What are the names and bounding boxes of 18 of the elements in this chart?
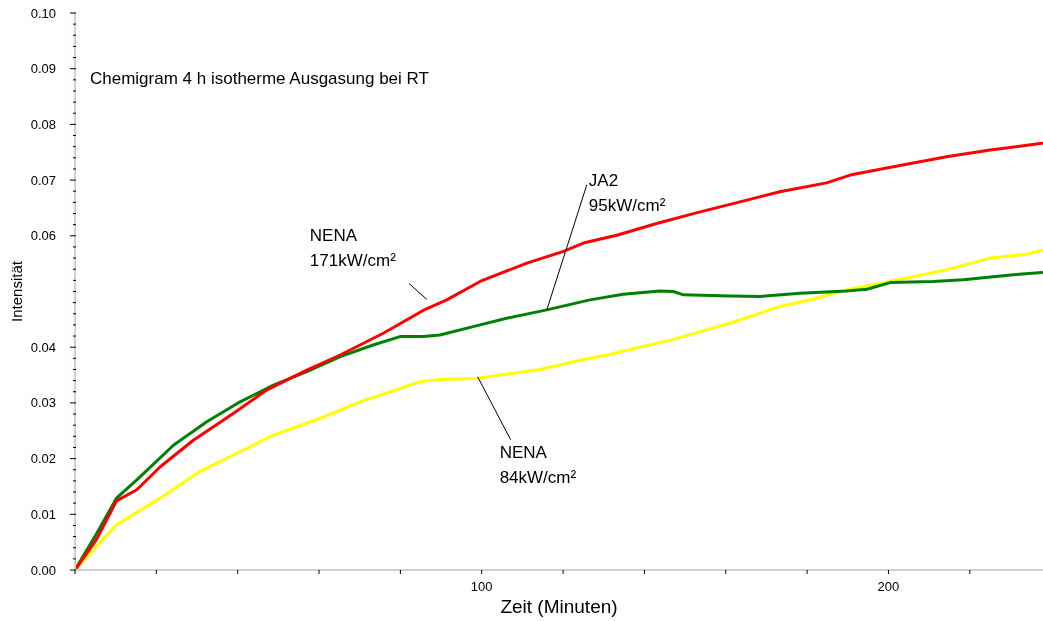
x-tick-label: 100 xyxy=(470,579,493,594)
y-tick-label: 0.01 xyxy=(30,506,56,522)
y-tick-label: 0.07 xyxy=(30,172,56,188)
annotation: JA2 95kW/cm² xyxy=(588,170,666,215)
y-axis-title: Intensität xyxy=(8,260,25,322)
text: Chemigram 4 h isotherme Ausgasung bei RT xyxy=(90,69,429,88)
y-tick-label: 0.08 xyxy=(30,116,56,132)
y-tick-label: 0.09 xyxy=(30,61,56,77)
y-tick-label: 0.02 xyxy=(30,451,56,467)
y-tick-label: 0.10 xyxy=(30,5,56,21)
y-tick-label: 0.04 xyxy=(30,339,56,355)
y-tick-label: 0.06 xyxy=(30,228,56,244)
x-axis-title: Zeit (Minuten) xyxy=(500,596,618,617)
annotation: NENA 171kW/cm² xyxy=(309,226,397,271)
y-tick-label: 0.00 xyxy=(30,562,56,578)
y-tick-label: 0.03 xyxy=(30,395,56,411)
x-tick-label: 200 xyxy=(877,579,900,594)
annotation: NENA 84kW/cm² xyxy=(499,442,577,487)
